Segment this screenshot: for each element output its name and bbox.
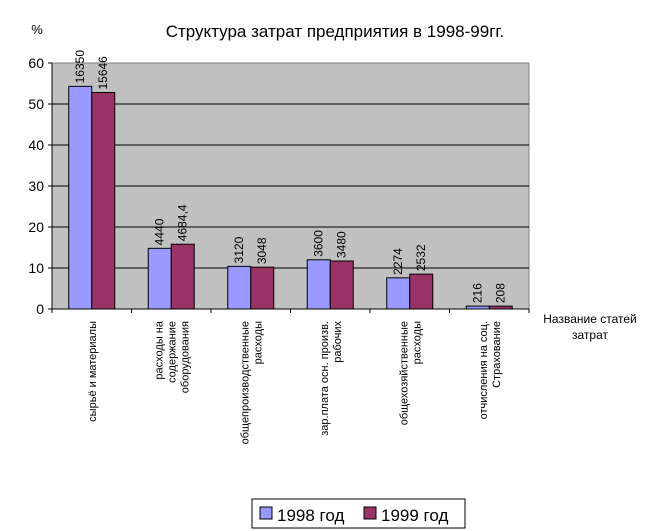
y-axis-unit-label: % xyxy=(31,22,43,37)
y-tick-label: 50 xyxy=(28,96,44,112)
data-label: 15646 xyxy=(96,56,110,90)
chart-title: Структура затрат предприятия в 1998-99гг… xyxy=(166,22,505,41)
category-label: зар.плата осн. произв. xyxy=(319,321,331,436)
data-label: 2274 xyxy=(391,248,405,275)
bar-1998-год-3 xyxy=(306,259,331,310)
data-label: 16350 xyxy=(73,50,87,84)
y-tick-label: 10 xyxy=(28,260,44,276)
data-labels: 16350 15646 4440 4684,4 3120 3048 3600 3480 2274… xyxy=(73,50,508,303)
legend-label-1999: 1999 год xyxy=(381,506,448,525)
category-label: рабочих xyxy=(332,321,344,363)
data-label: 2532 xyxy=(414,244,428,271)
y-tick-label: 0 xyxy=(36,301,44,317)
legend-box xyxy=(251,498,466,529)
bar-1999-год-2 xyxy=(250,266,275,310)
bar-1998-год-2 xyxy=(227,265,252,310)
data-label: 3600 xyxy=(312,230,326,257)
category-label: расходы xyxy=(411,321,423,364)
data-label: 3048 xyxy=(255,237,269,264)
data-label: 3480 xyxy=(335,231,349,258)
bar-1999-год-1 xyxy=(170,243,195,310)
bar-1998-год-1 xyxy=(147,247,172,310)
y-tick-label: 40 xyxy=(28,137,44,153)
y-tick-label: 20 xyxy=(28,219,44,235)
category-labels: сырьё и материалы расходы на содержание обо… xyxy=(87,320,503,444)
bars xyxy=(68,85,513,310)
legend-label-1998: 1998 год xyxy=(277,506,344,525)
data-label: 216 xyxy=(471,283,485,303)
category-label: общепроизводственные xyxy=(239,321,251,444)
bar-1999-год-3 xyxy=(329,260,354,310)
x-axis-title: Название статей затрат xyxy=(543,312,636,342)
data-label: 4440 xyxy=(153,218,167,245)
y-axis-ticks: 0 10 20 30 40 50 60 xyxy=(28,55,530,317)
category-label: общехозяйственные xyxy=(398,321,410,425)
category-label: отчисления на соц. xyxy=(478,321,490,419)
category-label: Страхование xyxy=(491,321,503,388)
data-label: 3120 xyxy=(232,236,246,263)
bar-1998-год-0 xyxy=(68,85,93,310)
y-tick-label: 60 xyxy=(28,55,44,71)
x-axis-title-line: Название статей xyxy=(543,312,636,326)
bar-1999-год-0 xyxy=(91,92,116,310)
gridlines xyxy=(52,103,529,269)
bar-1998-год-4 xyxy=(386,277,411,310)
category-label: расходы xyxy=(252,321,264,364)
x-axis-title-line: затрат xyxy=(572,328,608,342)
category-label: содержание xyxy=(166,321,178,383)
category-label: оборудования xyxy=(179,321,191,393)
y-tick-label: 30 xyxy=(28,178,44,194)
legend-swatch-1999 xyxy=(363,506,377,520)
legend-swatch-1998 xyxy=(259,506,273,520)
data-label: 208 xyxy=(494,283,508,303)
bar-1999-год-4 xyxy=(409,273,434,310)
category-label: сырьё и материалы xyxy=(87,321,99,422)
category-label: расходы на xyxy=(153,320,165,379)
data-label: 4684,4 xyxy=(176,204,190,241)
legend: 1998 год 1999 год xyxy=(251,498,466,529)
